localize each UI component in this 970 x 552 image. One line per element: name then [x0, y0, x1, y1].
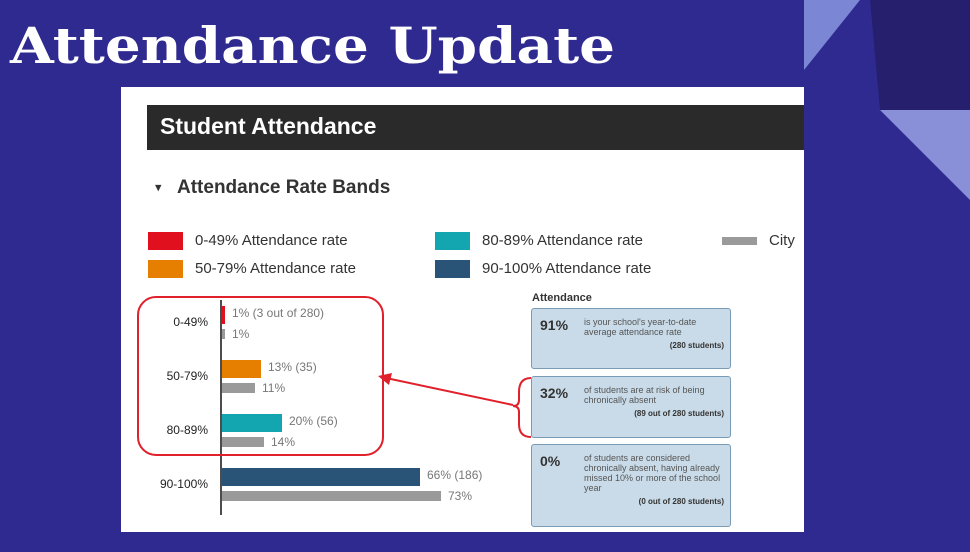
value-label: 13% (35) [268, 360, 317, 374]
value-label: 73% [448, 489, 472, 503]
legend-swatch [722, 237, 757, 245]
stat-box: 91% is your school's year-to-date average… [531, 308, 731, 369]
legend-label: 0-49% Attendance rate [195, 232, 348, 249]
legend-swatch [148, 232, 183, 250]
category-label: 90-100% [160, 477, 208, 491]
stat-box: 0% of students are considered chronically… [531, 444, 731, 527]
section-header: Student Attendance [160, 113, 376, 139]
legend: 0-49% Attendance rate 50-79% Attendance r… [148, 232, 795, 278]
bar [222, 383, 255, 393]
legend-swatch [435, 232, 470, 250]
value-label: 11% [262, 381, 285, 395]
stat-figure: 0% [540, 453, 561, 469]
chart-title: Attendance Rate Bands [177, 177, 390, 198]
legend-swatch [148, 260, 183, 278]
value-label: 20% (56) [289, 414, 338, 428]
stat-box: 32% of students are at risk of being chro… [531, 376, 731, 438]
arrow-head [378, 373, 392, 385]
decor [765, 0, 860, 70]
value-label: 1% [232, 327, 250, 341]
legend-label: City [769, 232, 795, 249]
stat-note: (0 out of 280 students) [638, 497, 724, 506]
slide-title: Attendance Update [9, 16, 615, 75]
stat-figure: 32% [540, 385, 569, 401]
panel-title: Attendance [532, 292, 592, 304]
value-label: 66% (186) [427, 468, 482, 482]
section-header-bar [147, 105, 804, 150]
bracket [512, 377, 532, 438]
bar [222, 329, 225, 339]
decor [870, 0, 970, 110]
stat-figure: 91% [540, 317, 569, 333]
stat-note: (89 out of 280 students) [634, 409, 724, 418]
value-label: 1% (3 out of 280) [232, 306, 324, 320]
value-label: 14% [271, 435, 295, 449]
stat-text: of students are at risk of being chronic… [584, 385, 705, 405]
category-label: 0-49% [173, 315, 208, 329]
category-label: 80-89% [167, 423, 209, 437]
arrow [385, 377, 514, 406]
legend-label: 80-89% Attendance rate [482, 232, 643, 249]
legend-swatch [435, 260, 470, 278]
plot: 0-49% 1% (3 out of 280) 1% 50-79% 13% (35) 11… [160, 300, 482, 515]
collapse-icon: ▾ [155, 179, 162, 194]
bar [222, 437, 264, 447]
stat-text: of students are considered chronically a… [584, 453, 721, 493]
bar [222, 360, 261, 378]
decor [880, 110, 970, 200]
bar [222, 491, 441, 501]
category-label: 50-79% [167, 369, 209, 383]
stat-note: (280 students) [669, 341, 724, 350]
legend-label: 90-100% Attendance rate [482, 260, 651, 277]
bar [222, 468, 420, 486]
bar [222, 414, 282, 432]
bar [222, 306, 225, 324]
stat-text: is your school's year-to-date average at… [584, 317, 697, 337]
legend-label: 50-79% Attendance rate [195, 260, 356, 277]
